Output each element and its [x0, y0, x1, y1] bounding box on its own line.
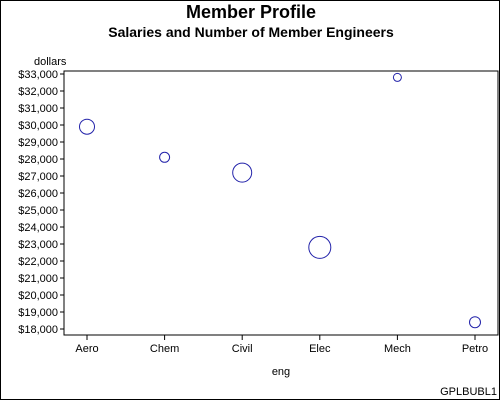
y-axis-label: dollars: [34, 56, 67, 68]
y-tick-label: $27,000: [18, 171, 58, 183]
bubble-point: [469, 316, 481, 329]
y-tick-label: $25,000: [18, 205, 58, 217]
y-tick-label: $32,000: [18, 86, 58, 98]
bubble-point: [392, 72, 402, 82]
y-tick-label: $26,000: [18, 188, 58, 200]
bubble-point: [232, 162, 253, 183]
bubble-point: [159, 151, 171, 163]
plot-frame: [63, 70, 499, 336]
footnote: GPLBUBL1: [440, 386, 497, 398]
y-tick-label: $21,000: [18, 273, 58, 285]
y-tick-label: $24,000: [18, 222, 58, 234]
x-tick-label: Petro: [462, 343, 488, 355]
y-tick-label: $23,000: [18, 239, 58, 251]
y-tick-label: $33,000: [18, 69, 58, 81]
x-axis-label: eng: [272, 366, 290, 378]
y-tick-label: $30,000: [18, 120, 58, 132]
y-tick-label: $20,000: [18, 290, 58, 302]
y-tick-label: $31,000: [18, 103, 58, 115]
chart-subtitle: Salaries and Number of Member Engineers: [108, 24, 394, 40]
x-tick-label: Mech: [384, 343, 411, 355]
y-tick-label: $28,000: [18, 154, 58, 166]
x-tick-label: Civil: [232, 343, 253, 355]
y-tick-label: $19,000: [18, 307, 58, 319]
bubble-point: [308, 235, 332, 259]
y-axis: $18,000 $19,000 $20,000 $21,000 $22,000 $23,0…: [18, 69, 64, 336]
y-tick-label: $22,000: [18, 256, 58, 268]
y-tick-label: $18,000: [18, 324, 58, 336]
y-tick-label: $29,000: [18, 137, 58, 149]
bubble-series: [79, 72, 481, 329]
bubble-point: [79, 118, 95, 135]
x-axis: Aero Chem Civil Elec Mech Petro: [75, 335, 488, 355]
x-tick-label: Aero: [75, 343, 98, 355]
x-tick-label: Elec: [309, 343, 331, 355]
chart-title: Member Profile: [186, 2, 316, 22]
x-tick-label: Chem: [150, 343, 179, 355]
